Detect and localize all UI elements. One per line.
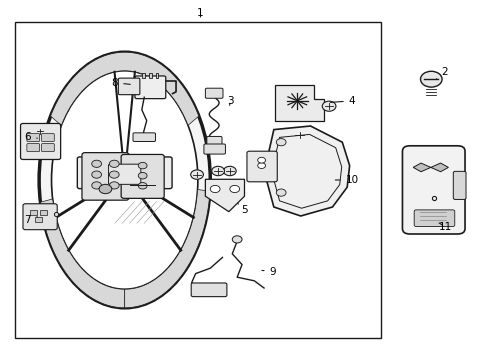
FancyBboxPatch shape — [20, 123, 61, 159]
FancyBboxPatch shape — [82, 153, 129, 200]
Circle shape — [109, 160, 119, 167]
Circle shape — [190, 170, 203, 179]
Circle shape — [109, 171, 119, 178]
Text: 1: 1 — [197, 8, 203, 18]
FancyBboxPatch shape — [77, 157, 172, 189]
FancyBboxPatch shape — [23, 204, 57, 230]
Polygon shape — [205, 179, 244, 212]
Circle shape — [257, 163, 265, 168]
Polygon shape — [41, 199, 124, 308]
FancyBboxPatch shape — [133, 133, 155, 141]
FancyBboxPatch shape — [452, 171, 465, 199]
Bar — [148, 73, 151, 78]
FancyBboxPatch shape — [246, 151, 277, 182]
Bar — [35, 217, 42, 222]
Text: 11: 11 — [437, 222, 451, 232]
Polygon shape — [275, 85, 324, 121]
Circle shape — [210, 185, 220, 193]
Circle shape — [229, 185, 239, 193]
Text: 5: 5 — [237, 203, 247, 215]
Circle shape — [292, 130, 306, 140]
Circle shape — [211, 166, 224, 176]
Circle shape — [257, 157, 265, 163]
Bar — [40, 210, 47, 215]
Text: 3: 3 — [227, 96, 234, 106]
Text: 9: 9 — [262, 267, 276, 277]
Ellipse shape — [51, 71, 198, 289]
FancyBboxPatch shape — [108, 164, 141, 184]
Circle shape — [276, 189, 285, 196]
FancyBboxPatch shape — [118, 78, 140, 95]
Circle shape — [92, 160, 102, 167]
Circle shape — [138, 172, 147, 179]
Bar — [155, 73, 158, 78]
Bar — [30, 210, 37, 215]
Circle shape — [92, 182, 102, 189]
Polygon shape — [412, 163, 430, 172]
Polygon shape — [266, 126, 349, 216]
Ellipse shape — [82, 115, 167, 238]
Circle shape — [138, 183, 147, 189]
FancyBboxPatch shape — [41, 144, 54, 152]
Text: 8: 8 — [111, 78, 130, 88]
Circle shape — [223, 166, 236, 176]
Circle shape — [322, 101, 335, 111]
Bar — [142, 73, 144, 78]
FancyBboxPatch shape — [205, 88, 223, 98]
Circle shape — [138, 162, 147, 169]
FancyBboxPatch shape — [135, 76, 165, 99]
FancyBboxPatch shape — [413, 210, 454, 226]
Polygon shape — [50, 52, 199, 125]
Circle shape — [420, 71, 441, 87]
Circle shape — [232, 236, 242, 243]
FancyBboxPatch shape — [191, 283, 226, 297]
Circle shape — [99, 184, 112, 194]
Circle shape — [276, 139, 285, 146]
Text: 7: 7 — [24, 215, 38, 225]
Circle shape — [92, 171, 102, 178]
Circle shape — [109, 182, 119, 189]
FancyBboxPatch shape — [206, 136, 222, 145]
FancyBboxPatch shape — [27, 144, 40, 152]
FancyBboxPatch shape — [121, 154, 164, 198]
Polygon shape — [124, 189, 209, 308]
FancyBboxPatch shape — [41, 134, 54, 141]
Bar — [15, 22, 381, 338]
FancyBboxPatch shape — [27, 134, 40, 141]
Ellipse shape — [39, 52, 210, 308]
FancyBboxPatch shape — [402, 146, 464, 234]
FancyBboxPatch shape — [203, 144, 225, 154]
Text: 6: 6 — [24, 132, 37, 142]
Text: 2: 2 — [435, 67, 447, 79]
Text: 10: 10 — [335, 175, 358, 185]
Polygon shape — [430, 163, 447, 172]
Text: 4: 4 — [330, 96, 355, 106]
